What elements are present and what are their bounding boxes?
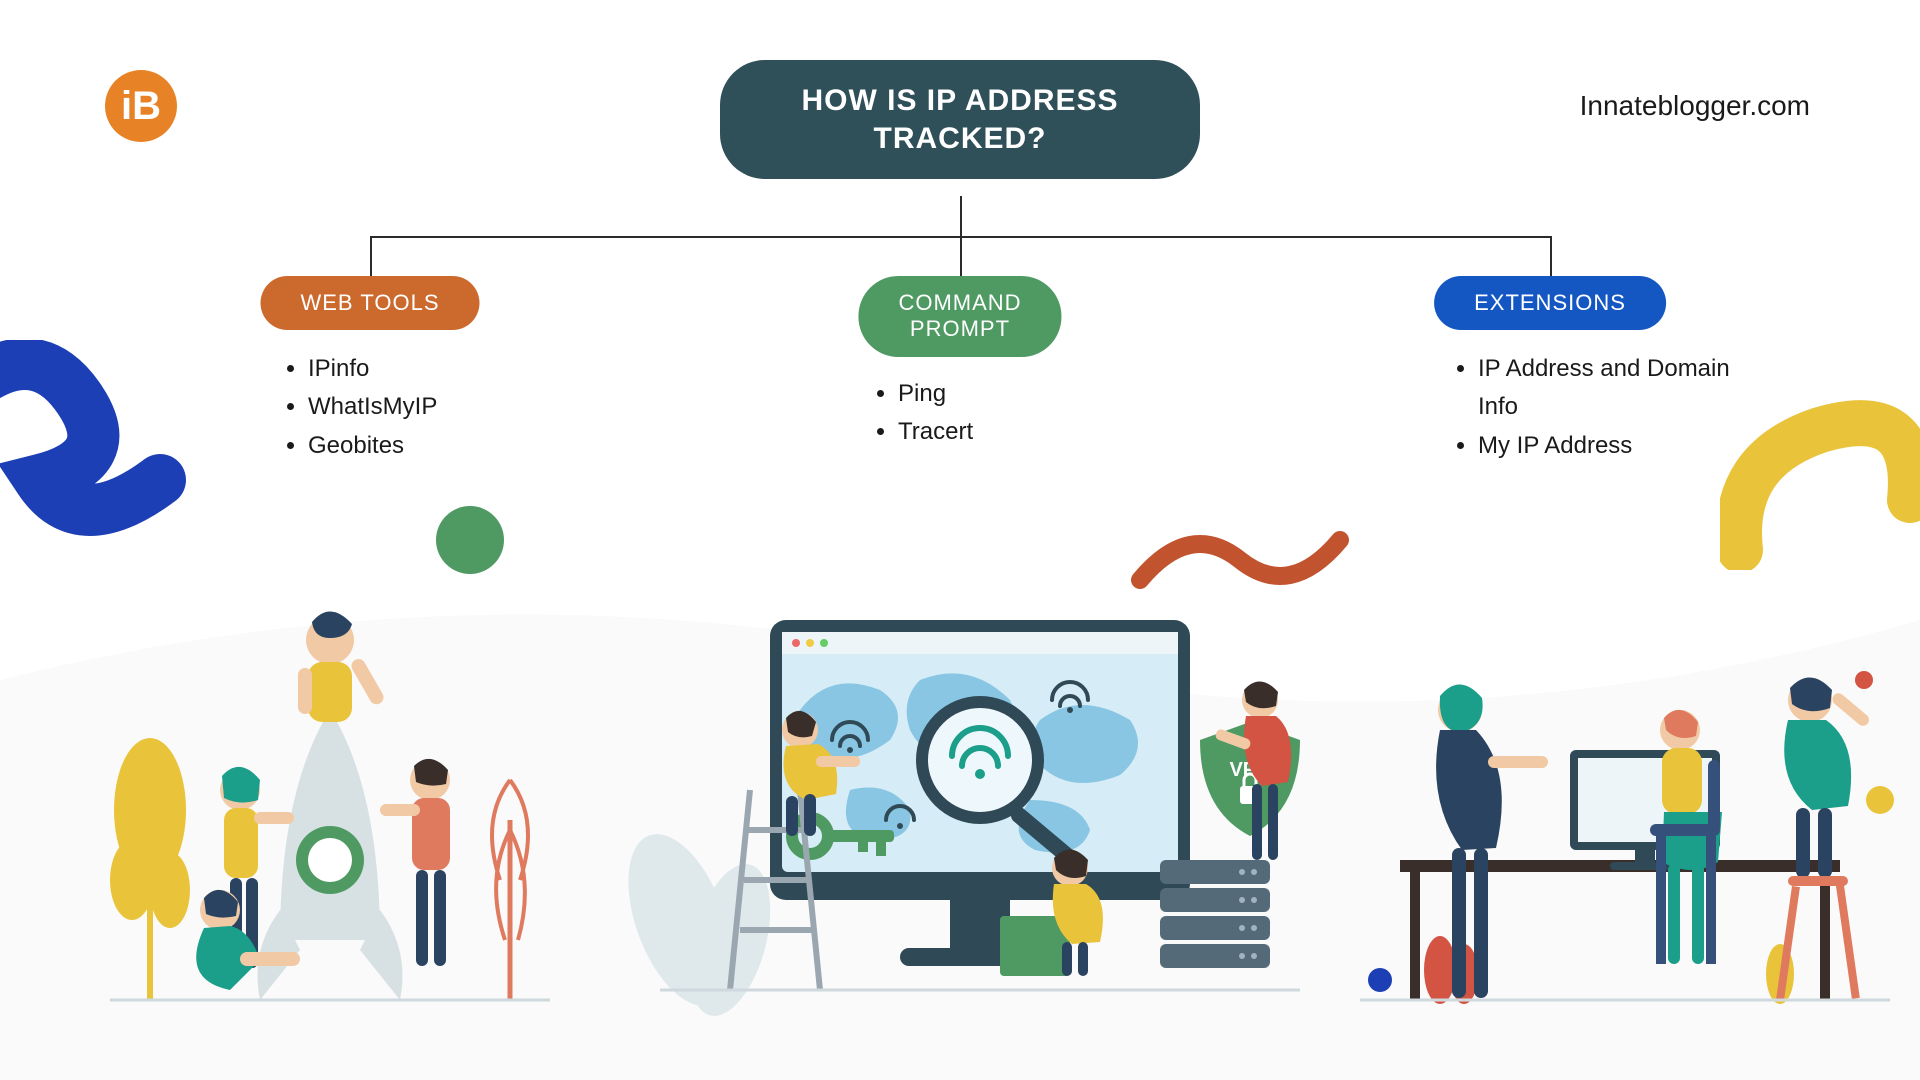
branch-list-command: Ping Tracert [870, 375, 973, 452]
branch-pill-extensions: EXTENSIONS [1434, 276, 1666, 330]
list-item: WhatIsMyIP [308, 388, 437, 426]
decorative-squiggle-icon [0, 340, 200, 540]
branch-pill-webtools: WEB TOOLS [260, 276, 479, 330]
rocket-team-illustration-icon [80, 580, 580, 1040]
branch-pill-command: COMMAND PROMPT [858, 276, 1061, 357]
desk-team-illustration-icon [1340, 580, 1900, 1040]
list-item: IPinfo [308, 350, 437, 388]
connector-line [960, 236, 962, 276]
branch-label: EXTENSIONS [1474, 290, 1626, 315]
branch-list-extensions: IP Address and Domain Info My IP Address [1450, 350, 1750, 465]
illustration-band: VPN [0, 580, 1920, 1080]
connector-line [1550, 236, 1552, 276]
branch-label: COMMAND [898, 290, 1021, 316]
diagram-title: HOW IS IP ADDRESS TRACKED? [720, 60, 1200, 179]
branch-list-webtools: IPinfo WhatIsMyIP Geobites [280, 350, 437, 465]
branch-label: WEB TOOLS [300, 290, 439, 315]
list-item: Geobites [308, 427, 437, 465]
logo-badge: iB [105, 70, 177, 142]
site-url: Innateblogger.com [1580, 90, 1810, 122]
list-item: My IP Address [1478, 427, 1750, 465]
list-item: IP Address and Domain Info [1478, 350, 1750, 427]
connector-line [370, 236, 372, 276]
list-item: Tracert [898, 413, 973, 451]
decorative-squiggle-icon [1720, 370, 1920, 570]
title-line-2: TRACKED? [780, 120, 1140, 158]
title-line-1: HOW IS IP ADDRESS [780, 82, 1140, 120]
monitor-network-illustration-icon: VPN [600, 560, 1320, 1040]
connector-line [960, 196, 962, 236]
branch-label: PROMPT [898, 316, 1021, 342]
logo-text: iB [121, 84, 161, 129]
list-item: Ping [898, 375, 973, 413]
